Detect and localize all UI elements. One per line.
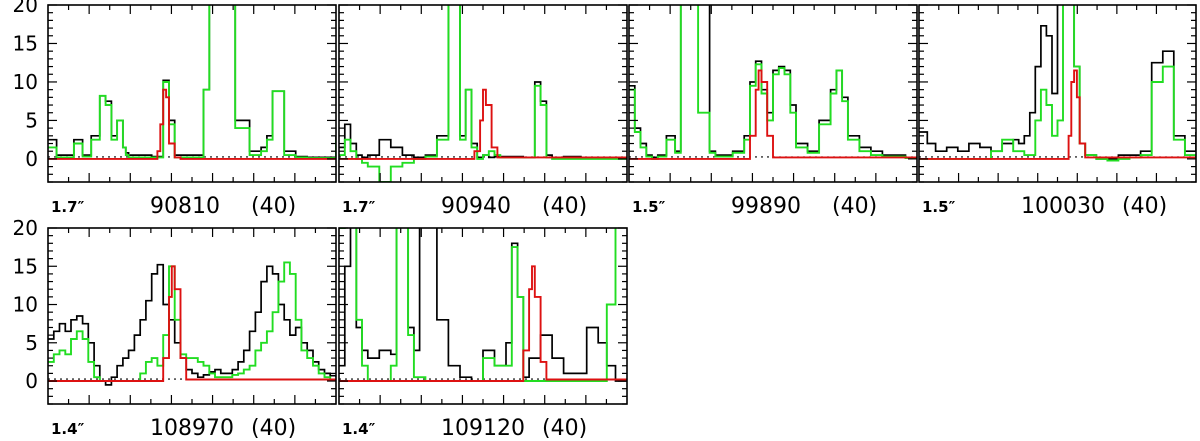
series-red-line bbox=[919, 69, 1196, 160]
beam-label: 1.7″ bbox=[342, 198, 376, 216]
beam-label: 1.4″ bbox=[342, 420, 376, 438]
series-green-line bbox=[48, 261, 336, 382]
y-tick-label: 20 bbox=[13, 216, 38, 240]
beam-label: 1.5″ bbox=[922, 198, 956, 216]
width-label: (40) bbox=[251, 194, 296, 219]
width-label: (40) bbox=[542, 194, 587, 219]
y-tick-label: 0 bbox=[25, 147, 38, 171]
spectrum-panel-1: 0 5 10 15 20 1.7″ 90810 (40) bbox=[13, 0, 337, 219]
series-red-line bbox=[339, 88, 627, 160]
series-black-line bbox=[919, 5, 1196, 160]
y-tick-label: 15 bbox=[13, 31, 38, 55]
width-label: (40) bbox=[1122, 194, 1167, 219]
spectrum-panel-6: 1.4″ 109120 (40) bbox=[338, 227, 628, 441]
series-black-line bbox=[48, 5, 336, 159]
frequency-label: 90940 bbox=[441, 194, 511, 219]
beam-label: 1.4″ bbox=[51, 420, 85, 438]
spectrum-panel-2: 1.7″ 90940 (40) bbox=[338, 4, 628, 219]
series-black-line bbox=[339, 228, 627, 382]
series-red-line bbox=[48, 88, 336, 160]
y-tick-label: 10 bbox=[13, 293, 38, 317]
beam-label: 1.7″ bbox=[51, 198, 85, 216]
series-red-line bbox=[48, 265, 336, 382]
y-tick-label: 5 bbox=[25, 331, 38, 355]
y-tick-label: 20 bbox=[13, 0, 38, 17]
spectrum-panel-4: 1.5″ 100030 (40) bbox=[918, 4, 1197, 219]
frequency-label: 108970 bbox=[150, 416, 234, 441]
series-green-line bbox=[629, 5, 917, 160]
width-label: (40) bbox=[251, 416, 296, 441]
frequency-label: 99890 bbox=[731, 194, 801, 219]
beam-label: 1.5″ bbox=[632, 198, 666, 216]
spectrum-panel-3: 1.5″ 99890 (40) bbox=[628, 4, 918, 219]
frequency-label: 109120 bbox=[441, 416, 525, 441]
series-green-line bbox=[48, 5, 336, 160]
series-black-line bbox=[339, 5, 627, 159]
frequency-label: 90810 bbox=[150, 194, 220, 219]
spectrum-panel-5: 0 5 10 15 20 1.4″ 108970 (40) bbox=[13, 216, 337, 441]
width-label: (40) bbox=[542, 416, 587, 441]
series-green-line bbox=[339, 5, 627, 182]
y-tick-label: 5 bbox=[25, 108, 38, 132]
series-red-line bbox=[629, 69, 917, 160]
y-tick-label: 15 bbox=[13, 254, 38, 278]
series-red-line bbox=[339, 265, 627, 382]
y-tick-label: 10 bbox=[13, 70, 38, 94]
width-label: (40) bbox=[832, 194, 877, 219]
series-green-line bbox=[339, 228, 617, 382]
series-black-line bbox=[48, 263, 336, 386]
frequency-label: 100030 bbox=[1021, 194, 1105, 219]
series-green-line bbox=[919, 5, 1196, 162]
y-tick-label: 0 bbox=[25, 369, 38, 393]
panel-frame bbox=[47, 227, 337, 405]
